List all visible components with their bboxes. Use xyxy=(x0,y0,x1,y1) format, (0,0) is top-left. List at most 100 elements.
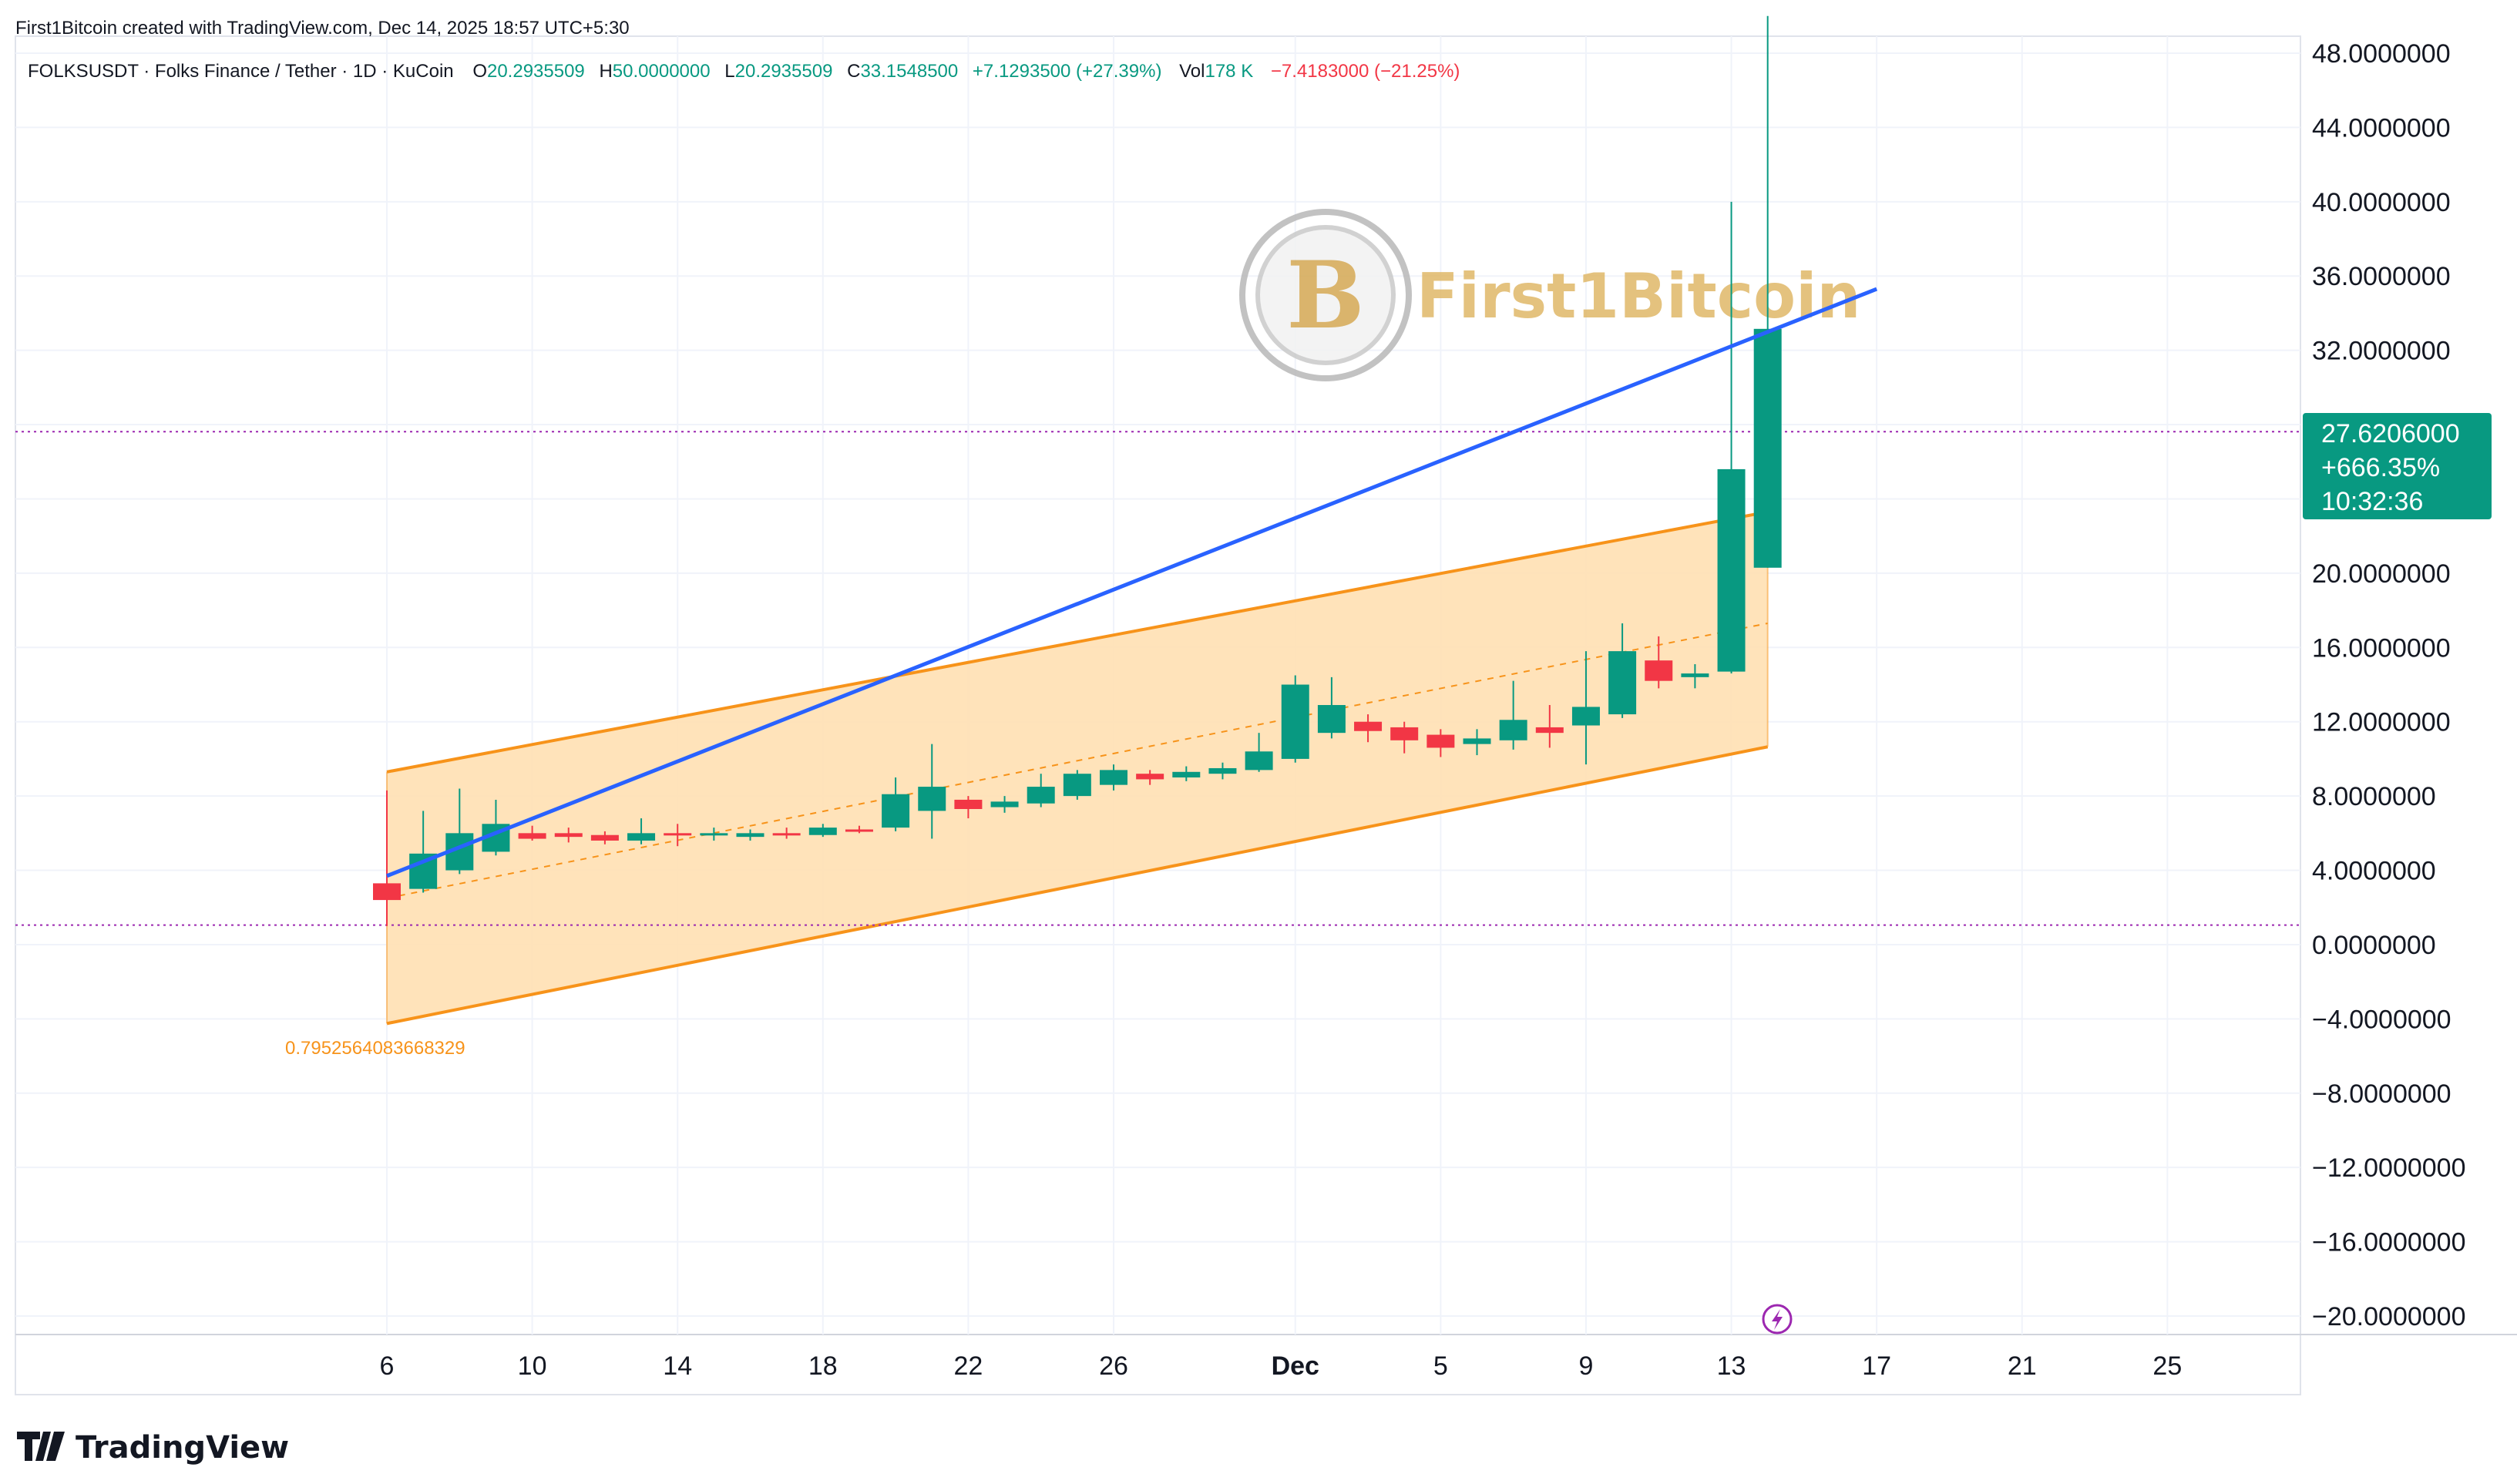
price-badge: 27.6206000 +666.35% 10:32:36 xyxy=(2303,413,2492,519)
candle-body xyxy=(373,883,401,901)
candle[interactable] xyxy=(1136,770,1164,785)
candle[interactable] xyxy=(1100,764,1127,791)
candle-body xyxy=(990,801,1019,807)
candle[interactable] xyxy=(590,831,619,844)
candle-body xyxy=(1281,684,1309,759)
candle[interactable] xyxy=(1390,721,1419,754)
time-tick-label: 22 xyxy=(953,1351,983,1381)
candle[interactable] xyxy=(664,824,692,847)
candle[interactable] xyxy=(1208,762,1237,780)
candle[interactable] xyxy=(1317,677,1346,739)
candle[interactable] xyxy=(554,828,583,843)
trendline[interactable] xyxy=(386,287,1878,878)
candle-body xyxy=(918,787,946,811)
candle[interactable] xyxy=(373,790,401,926)
candle-body xyxy=(772,833,801,836)
candle[interactable] xyxy=(1172,766,1201,781)
legend-symbol[interactable]: FOLKSUSDT · Folks Finance / Tether · 1D … xyxy=(28,61,454,82)
candle-body xyxy=(1681,673,1709,677)
candle-body xyxy=(1753,328,1782,568)
time-tick-label: 18 xyxy=(808,1351,838,1381)
candle-body xyxy=(1063,774,1091,797)
candle-body xyxy=(808,828,837,835)
price-badge-countdown: 10:32:36 xyxy=(2321,487,2423,516)
candle-body xyxy=(845,829,873,832)
legend-c-label: C xyxy=(847,61,860,82)
candle[interactable] xyxy=(1645,636,1673,689)
candle[interactable] xyxy=(1753,15,1782,568)
candle[interactable] xyxy=(954,796,983,819)
price-tick-label: 20.0000000 xyxy=(2312,559,2451,589)
lightning-icon[interactable] xyxy=(1762,1304,1793,1335)
price-tick-label: 4.0000000 xyxy=(2312,857,2436,886)
candle[interactable] xyxy=(1535,705,1564,748)
candle-body xyxy=(1027,787,1055,804)
candle-body xyxy=(1390,727,1419,740)
parallel-channel[interactable] xyxy=(386,510,1769,1026)
candle-body xyxy=(1463,738,1491,744)
price-tick-label: −20.0000000 xyxy=(2312,1302,2465,1331)
time-tick-label: 6 xyxy=(380,1351,395,1381)
candle[interactable] xyxy=(1027,774,1055,807)
candles[interactable] xyxy=(373,15,1782,926)
price-tick-label: 40.0000000 xyxy=(2312,188,2451,217)
candle-body xyxy=(700,833,728,836)
candle[interactable] xyxy=(1717,201,1746,674)
price-tick-label: 0.0000000 xyxy=(2312,931,2436,960)
candle-body xyxy=(882,794,910,828)
credit-line: First1Bitcoin created with TradingView.c… xyxy=(15,18,630,39)
watermark-text: First1Bitcoin xyxy=(1416,260,1860,332)
price-tick-label: −16.0000000 xyxy=(2312,1228,2465,1257)
price-tick-label: −4.0000000 xyxy=(2312,1005,2451,1034)
candle[interactable] xyxy=(1463,729,1491,756)
price-tick-label: 12.0000000 xyxy=(2312,708,2451,737)
time-axis[interactable]: 6 10 14 18 22 26 Dec 5 9 13 17 21 25 xyxy=(380,1351,2183,1381)
candle[interactable] xyxy=(1354,714,1383,743)
candle-body xyxy=(954,799,983,809)
price-badge-price: 27.6206000 xyxy=(2321,419,2460,448)
price-axis[interactable]: 48.0000000 44.0000000 40.0000000 36.0000000… xyxy=(2312,39,2465,1331)
candle[interactable] xyxy=(700,828,728,841)
candle[interactable] xyxy=(1245,733,1273,772)
price-badge-change: +666.35% xyxy=(2321,453,2440,482)
candle-body xyxy=(736,833,765,838)
candle[interactable] xyxy=(990,796,1019,813)
horizontal-lines xyxy=(15,431,2300,926)
time-tick-label: Dec xyxy=(1272,1351,1319,1381)
candle[interactable] xyxy=(627,818,656,844)
candle[interactable] xyxy=(1063,770,1091,800)
candle[interactable] xyxy=(1608,623,1637,718)
candle[interactable] xyxy=(845,825,873,834)
candle[interactable] xyxy=(736,829,765,841)
legend-l-value: 20.2935509 xyxy=(735,61,833,82)
channel-upper-line[interactable] xyxy=(386,510,1769,774)
candle-body xyxy=(1172,771,1201,778)
legend-h-value: 50.0000000 xyxy=(613,61,711,82)
channel-lower-line[interactable] xyxy=(386,745,1769,1026)
candle[interactable] xyxy=(772,828,801,839)
candle-body xyxy=(1535,727,1564,734)
candle[interactable] xyxy=(1499,680,1527,750)
svg-text:B: B xyxy=(1286,241,1364,350)
time-tick-label: 5 xyxy=(1433,1351,1448,1381)
candle-body xyxy=(518,833,546,839)
candle[interactable] xyxy=(808,824,837,838)
candle[interactable] xyxy=(518,825,546,841)
trendline-layer[interactable] xyxy=(386,287,1878,878)
candle-body xyxy=(1608,651,1637,715)
watermark: B First1Bitcoin xyxy=(1239,209,1860,381)
tradingview-logo[interactable]: TradingView xyxy=(17,1430,289,1466)
candle[interactable] xyxy=(1427,729,1455,757)
candle[interactable] xyxy=(1571,651,1600,765)
candle-body xyxy=(1317,705,1346,734)
candle-body xyxy=(664,833,692,836)
candle-body xyxy=(1245,751,1273,771)
candle[interactable] xyxy=(1281,675,1309,763)
candle[interactable] xyxy=(1681,663,1709,689)
candle[interactable] xyxy=(882,777,910,831)
channel-median-line[interactable] xyxy=(386,622,1768,899)
candle[interactable] xyxy=(918,744,946,839)
price-tick-label: 48.0000000 xyxy=(2312,39,2451,69)
legend-vol-change: −7.4183000 (−21.25%) xyxy=(1271,61,1460,82)
